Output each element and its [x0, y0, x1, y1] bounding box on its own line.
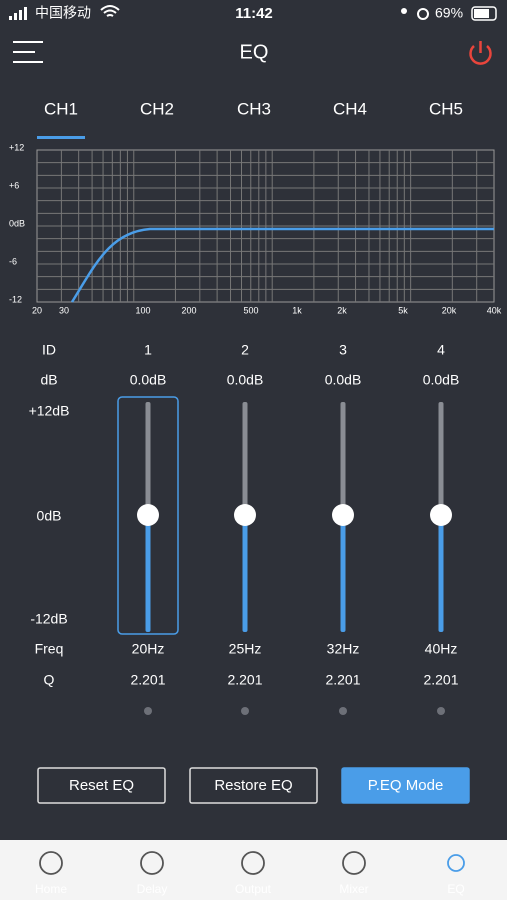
eq-curve: [70, 227, 494, 303]
nav-icon[interactable]: [342, 851, 366, 875]
x-axis-label: 5k: [398, 305, 408, 315]
button-bg[interactable]: [189, 767, 318, 804]
row-label: ID: [42, 342, 56, 358]
channel-tab[interactable]: CH1: [44, 99, 78, 118]
slider-fill: [438, 515, 444, 632]
slider-track: [438, 402, 444, 515]
battery-level: [474, 9, 489, 18]
x-axis-label: 200: [181, 305, 196, 315]
button-label[interactable]: Restore EQ: [214, 777, 292, 794]
selected-band: [117, 396, 179, 635]
y-axis-label: 0dB: [9, 218, 25, 228]
x-axis-label: 100: [135, 305, 150, 315]
menu-button[interactable]: [13, 41, 43, 63]
x-axis-label: 20k: [442, 305, 457, 315]
x-axis-label: 20: [32, 305, 42, 315]
row-label: -12dB: [30, 611, 67, 627]
y-axis-label: +6: [9, 180, 19, 190]
band-gain: 0.0dB: [325, 372, 362, 388]
slider-track: [242, 402, 248, 515]
x-axis-label: 500: [243, 305, 258, 315]
band-gain: 0.0dB: [227, 372, 264, 388]
band-dot: [241, 707, 249, 715]
band-id: 1: [144, 342, 152, 358]
band-q: 2.201: [325, 672, 360, 688]
nav-icon[interactable]: [39, 851, 63, 875]
button-bg[interactable]: [341, 767, 470, 804]
band-freq: 40Hz: [425, 641, 458, 657]
person-icon: [401, 8, 407, 14]
channel-tab[interactable]: CH2: [140, 99, 174, 118]
graph-grid: [37, 150, 494, 302]
lock-icon: [417, 8, 429, 20]
button-label[interactable]: Reset EQ: [69, 777, 134, 794]
slider-fill: [340, 515, 346, 632]
band-freq: 32Hz: [327, 641, 360, 657]
x-axis-label: 40k: [487, 305, 502, 315]
slider-track: [145, 402, 151, 515]
signal-icon: [9, 7, 27, 20]
row-label: dB: [40, 372, 57, 388]
band-dot: [437, 707, 445, 715]
band-id: 3: [339, 342, 347, 358]
row-label: Q: [44, 672, 55, 688]
slider-knob[interactable]: [332, 504, 354, 526]
nav-label[interactable]: Home: [35, 882, 67, 896]
wifi-icon: [100, 5, 120, 17]
nav-label[interactable]: Delay: [137, 882, 168, 896]
nav-label[interactable]: Output: [235, 882, 272, 896]
nav-icon[interactable]: [447, 854, 465, 872]
y-axis-label: -6: [9, 256, 17, 266]
slider-fill: [242, 515, 248, 632]
y-axis-label: +12: [9, 142, 24, 152]
slider-knob[interactable]: [137, 504, 159, 526]
band-id: 4: [437, 342, 445, 358]
channel-tab[interactable]: CH5: [429, 99, 463, 118]
band-id: 2: [241, 342, 249, 358]
channel-tab[interactable]: CH4: [333, 99, 367, 118]
y-axis-label: -12: [9, 294, 22, 304]
band-dot: [144, 707, 152, 715]
x-axis-label: 2k: [337, 305, 347, 315]
slider-fill: [145, 515, 151, 632]
band-q: 2.201: [227, 672, 262, 688]
tab-bar: [0, 840, 507, 900]
slider-knob[interactable]: [430, 504, 452, 526]
band-gain: 0.0dB: [423, 372, 460, 388]
x-axis-label: 1k: [292, 305, 302, 315]
power-button[interactable]: [469, 41, 492, 65]
row-label: 0dB: [37, 508, 62, 524]
band-gain: 0.0dB: [130, 372, 167, 388]
row-label: +12dB: [29, 403, 70, 419]
x-axis-label: 30: [59, 305, 69, 315]
channel-tab[interactable]: CH3: [237, 99, 271, 118]
nav-label[interactable]: EQ: [447, 882, 464, 896]
nav-icon[interactable]: [140, 851, 164, 875]
carrier: 中国移动: [35, 5, 91, 21]
band-freq: 20Hz: [132, 641, 165, 657]
band-freq: 25Hz: [229, 641, 262, 657]
nav-icon[interactable]: [241, 851, 265, 875]
band-q: 2.201: [423, 672, 458, 688]
band-dot: [339, 707, 347, 715]
battery-text: 69%: [435, 5, 463, 21]
button-label[interactable]: P.EQ Mode: [368, 777, 444, 794]
slider-track: [340, 402, 346, 515]
header-title: EQ: [240, 41, 269, 63]
battery-icon: [471, 6, 497, 21]
tab-underline: [37, 136, 85, 139]
row-label: Freq: [35, 641, 64, 657]
slider-knob[interactable]: [234, 504, 256, 526]
clock: 11:42: [235, 5, 273, 22]
band-q: 2.201: [130, 672, 165, 688]
nav-label[interactable]: Mixer: [339, 882, 368, 896]
button-bg[interactable]: [37, 767, 166, 804]
